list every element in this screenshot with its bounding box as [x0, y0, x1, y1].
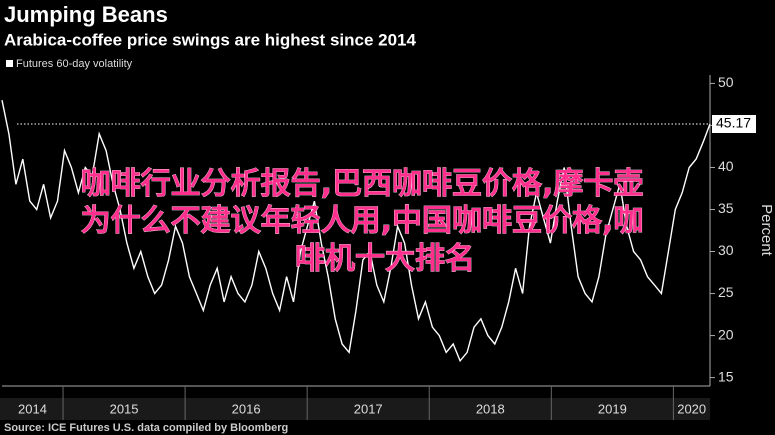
- y-tick-label: 50: [718, 74, 734, 90]
- y-tick-label: 30: [718, 242, 734, 258]
- y-tick-label: 35: [718, 200, 734, 216]
- overlay-text: 为什么不建议年轻人用,中国咖啡豆价格,咖: [81, 204, 644, 239]
- y-tick-label: 15: [718, 368, 734, 384]
- source: Source: ICE Futures U.S. data compiled b…: [4, 422, 288, 434]
- chart-title: Jumping Beans: [4, 2, 168, 27]
- y-axis-label: Percent: [758, 204, 775, 257]
- y-tick-label: 20: [718, 326, 734, 342]
- x-tick-label: 2014: [18, 401, 47, 416]
- overlay-text: 啡机十大排名: [295, 242, 475, 277]
- x-tick-label: 2019: [598, 401, 627, 416]
- y-tick-label: 40: [718, 158, 734, 174]
- x-tick-label: 2018: [476, 401, 505, 416]
- legend-swatch: [6, 60, 13, 67]
- x-tick-label: 2016: [232, 401, 261, 416]
- last-value-label: 45.17: [716, 115, 751, 131]
- line: [1, 100, 711, 363]
- x-tick-label: 2015: [110, 401, 139, 416]
- last-value-box: [712, 115, 756, 134]
- legend-label: Futures 60-day volatility: [16, 58, 133, 70]
- overlay-text: 咖啡行业分析报告,巴西咖啡豆价格,摩卡壶: [81, 167, 644, 202]
- x-axis-band: [0, 398, 710, 420]
- x-tick-label: 2017: [354, 401, 383, 416]
- chart-subtitle: Arabica-coffee price swings are highest …: [4, 30, 416, 49]
- y-tick-label: 25: [718, 284, 734, 300]
- x-tick-label: 2020: [677, 401, 706, 416]
